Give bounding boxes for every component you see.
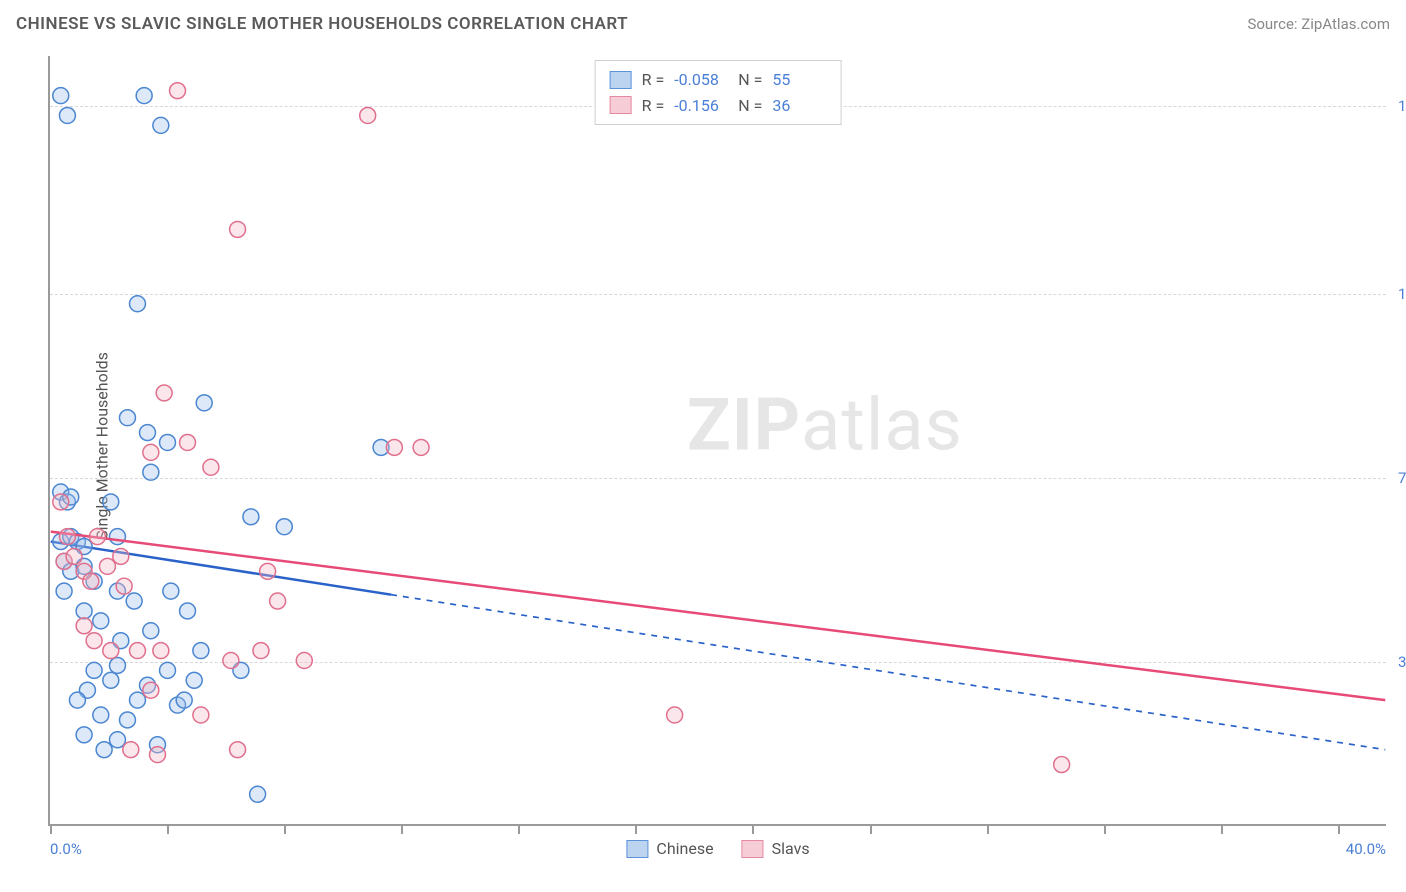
watermark-bold: ZIP xyxy=(687,382,801,467)
legend-label-slavs: Slavs xyxy=(772,839,810,858)
gridline xyxy=(50,478,1386,479)
n-label: N = xyxy=(738,93,762,119)
x-tick xyxy=(1221,824,1223,834)
x-tick xyxy=(987,824,989,834)
gridline xyxy=(50,294,1386,295)
r-label: R = xyxy=(642,67,665,93)
swatch-slavs xyxy=(610,96,632,114)
r-value-slavs: -0.156 xyxy=(674,93,728,119)
n-value-slavs: 36 xyxy=(772,93,826,119)
x-tick xyxy=(284,824,286,834)
x-max-label: 40.0% xyxy=(1346,840,1386,858)
stats-legend: R = -0.058 N = 55 R = -0.156 N = 36 xyxy=(595,60,842,125)
r-value-chinese: -0.058 xyxy=(674,67,728,93)
legend-swatch-chinese xyxy=(626,840,648,858)
y-tick-label: 7.5% xyxy=(1388,469,1406,487)
x-tick xyxy=(50,824,52,834)
plot-area: ZIPatlas R = -0.058 N = 55 R = -0.156 N … xyxy=(48,56,1386,826)
x-tick xyxy=(752,824,754,834)
x-tick xyxy=(401,824,403,834)
stats-row-slavs: R = -0.156 N = 36 xyxy=(610,93,827,119)
x-min-label: 0.0% xyxy=(50,840,82,858)
y-tick-label: 3.8% xyxy=(1388,653,1406,671)
source-link[interactable]: ZipAtlas.com xyxy=(1301,15,1390,33)
source-attribution: Source: ZipAtlas.com xyxy=(1247,15,1390,33)
series-legend: Chinese Slavs xyxy=(626,839,809,858)
legend-swatch-slavs xyxy=(742,840,764,858)
r-label: R = xyxy=(642,93,665,119)
x-tick xyxy=(1104,824,1106,834)
y-tick-label: 11.2% xyxy=(1388,285,1406,303)
x-tick xyxy=(1338,824,1340,834)
watermark: ZIPatlas xyxy=(687,382,963,467)
x-tick xyxy=(167,824,169,834)
swatch-chinese xyxy=(610,71,632,89)
y-tick-label: 15.0% xyxy=(1388,97,1406,115)
legend-item-slavs: Slavs xyxy=(742,839,810,858)
chart-title: CHINESE VS SLAVIC SINGLE MOTHER HOUSEHOL… xyxy=(16,14,628,34)
n-value-chinese: 55 xyxy=(772,67,826,93)
watermark-rest: atlas xyxy=(801,382,963,467)
legend-label-chinese: Chinese xyxy=(656,839,713,858)
n-label: N = xyxy=(738,67,762,93)
x-tick xyxy=(518,824,520,834)
x-tick xyxy=(635,824,637,834)
stats-row-chinese: R = -0.058 N = 55 xyxy=(610,67,827,93)
x-tick xyxy=(870,824,872,834)
legend-item-chinese: Chinese xyxy=(626,839,713,858)
source-prefix: Source: xyxy=(1247,15,1301,33)
gridline xyxy=(50,662,1386,663)
